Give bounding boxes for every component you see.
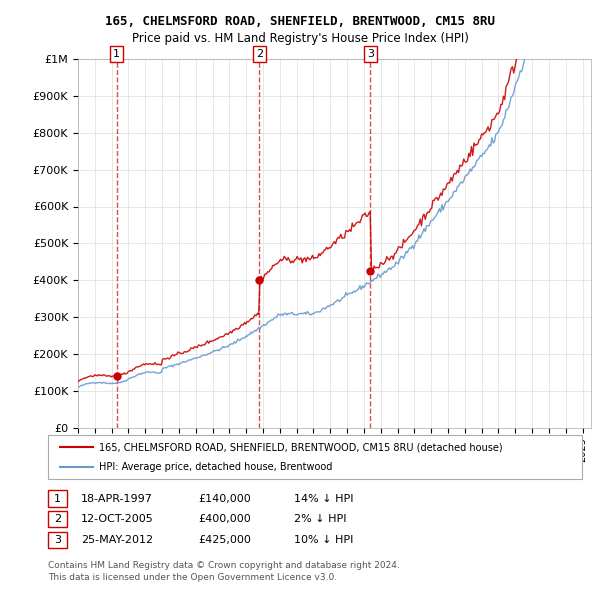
Text: 1: 1 — [54, 494, 61, 503]
Text: 18-APR-1997: 18-APR-1997 — [81, 494, 153, 503]
Text: 10% ↓ HPI: 10% ↓ HPI — [294, 535, 353, 545]
Text: £140,000: £140,000 — [198, 494, 251, 503]
Text: HPI: Average price, detached house, Brentwood: HPI: Average price, detached house, Bren… — [99, 462, 332, 471]
Text: 12-OCT-2005: 12-OCT-2005 — [81, 514, 154, 524]
Text: 25-MAY-2012: 25-MAY-2012 — [81, 535, 153, 545]
Text: 165, CHELMSFORD ROAD, SHENFIELD, BRENTWOOD, CM15 8RU: 165, CHELMSFORD ROAD, SHENFIELD, BRENTWO… — [105, 15, 495, 28]
Text: 14% ↓ HPI: 14% ↓ HPI — [294, 494, 353, 503]
Text: This data is licensed under the Open Government Licence v3.0.: This data is licensed under the Open Gov… — [48, 572, 337, 582]
Text: 165, CHELMSFORD ROAD, SHENFIELD, BRENTWOOD, CM15 8RU (detached house): 165, CHELMSFORD ROAD, SHENFIELD, BRENTWO… — [99, 442, 503, 452]
Text: 2% ↓ HPI: 2% ↓ HPI — [294, 514, 347, 524]
Text: 3: 3 — [54, 535, 61, 545]
Text: 1: 1 — [113, 49, 120, 59]
Text: £400,000: £400,000 — [198, 514, 251, 524]
Text: £425,000: £425,000 — [198, 535, 251, 545]
Text: 2: 2 — [256, 49, 263, 59]
Text: Contains HM Land Registry data © Crown copyright and database right 2024.: Contains HM Land Registry data © Crown c… — [48, 560, 400, 570]
Text: 3: 3 — [367, 49, 374, 59]
Text: Price paid vs. HM Land Registry's House Price Index (HPI): Price paid vs. HM Land Registry's House … — [131, 32, 469, 45]
Text: 2: 2 — [54, 514, 61, 524]
